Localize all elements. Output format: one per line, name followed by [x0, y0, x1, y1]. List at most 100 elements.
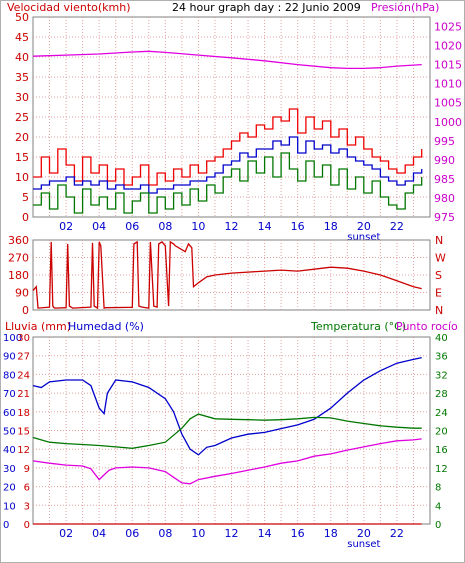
- temperature-tick: 8: [435, 483, 441, 494]
- direction-compass-tick: N: [435, 234, 443, 247]
- humidity-tick: 40: [3, 445, 16, 456]
- x-tick-label: 04: [92, 220, 106, 233]
- pressure-tick: 1000: [434, 116, 462, 129]
- x-tick-label: 12: [225, 220, 239, 233]
- humidity-axis-label: Humedad (%): [68, 320, 144, 333]
- direction-degree-tick: 270: [8, 252, 29, 265]
- direction-degree-tick: 90: [15, 287, 29, 300]
- x-tick-label: 06: [125, 527, 139, 540]
- rain-tick: 30: [17, 333, 30, 344]
- pressure-tick: 975: [434, 211, 455, 224]
- pressure-tick: 1015: [434, 59, 462, 72]
- x-tick-label: 10: [191, 527, 205, 540]
- humidity-tick: 90: [3, 352, 16, 363]
- x-tick-label: 20: [357, 220, 371, 233]
- wind-speed-tick: 5: [22, 191, 29, 204]
- humidity-tick: 70: [3, 389, 16, 400]
- temperature-tick: 4: [435, 501, 441, 512]
- pressure-tick: 985: [434, 173, 455, 186]
- x-tick-label: 04: [92, 527, 106, 540]
- wind-speed-tick: 35: [15, 71, 29, 84]
- wind-speed-tick: 40: [15, 51, 29, 64]
- wind-pressure-ticks: 0510152025303540455097598098599099510001…: [15, 11, 462, 243]
- x-tick-label: 20: [357, 527, 371, 540]
- rain-tick: 18: [17, 408, 30, 419]
- direction-degree-tick: 360: [8, 234, 29, 247]
- wind-pressure-grid: [33, 17, 430, 217]
- wind-speed-tick: 10: [15, 171, 29, 184]
- rain-tick: 12: [17, 445, 30, 456]
- pressure-axis-label: Presión(hPa): [371, 1, 439, 14]
- dewpoint-axis-label: Punto rocío: [396, 320, 458, 333]
- humidity-tick: 60: [3, 408, 16, 419]
- rain-tick: 3: [24, 501, 30, 512]
- wind-speed-tick: 45: [15, 31, 29, 44]
- pressure-tick: 980: [434, 192, 455, 205]
- humidity-tick: 0: [3, 520, 9, 531]
- x-tick-label: 12: [225, 527, 239, 540]
- rain-tick: 9: [24, 464, 30, 475]
- x-tick-label: 02: [59, 220, 73, 233]
- wind-speed-axis-label: Velocidad viento(kmh): [7, 1, 131, 14]
- chart-title: 24 hour graph day : 22 Junio 2009: [172, 1, 361, 14]
- rain-tick: 27: [17, 352, 30, 363]
- temperature-tick: 16: [435, 445, 448, 456]
- temperature-tick: 12: [435, 464, 448, 475]
- pressure-tick: 990: [434, 154, 455, 167]
- rain-tick: 6: [24, 483, 30, 494]
- humidity-tick: 30: [3, 464, 16, 475]
- pressure-tick: 1005: [434, 97, 462, 110]
- rain-tick: 21: [17, 389, 30, 400]
- rain-tick: 15: [17, 427, 30, 438]
- wind-speed-tick: 50: [15, 11, 29, 24]
- wind-pressure-panel: 0510152025303540455097598098599099510001…: [7, 1, 462, 243]
- humidity-tick: 10: [3, 501, 16, 512]
- humidity-tick: 80: [3, 370, 16, 381]
- wind-direction-series: [32, 240, 422, 310]
- temperature-tick: 24: [435, 408, 448, 419]
- x-tick-label: 14: [258, 527, 272, 540]
- rain-humidity-series: [32, 356, 422, 525]
- series-temperatura: [32, 413, 422, 449]
- wind-speed-tick: 30: [15, 91, 29, 104]
- rain-tick: 0: [24, 520, 30, 531]
- x-tick-label: 18: [324, 220, 338, 233]
- temperature-tick: 28: [435, 389, 448, 400]
- rain-humidity-grid: [33, 337, 430, 524]
- wind-speed-tick: 25: [15, 111, 29, 124]
- humidity-tick: 20: [3, 483, 16, 494]
- pressure-tick: 1010: [434, 78, 462, 91]
- direction-compass-tick: N: [435, 304, 443, 317]
- wind-speed-tick: 15: [15, 151, 29, 164]
- wind-speed-tick: 0: [22, 211, 29, 224]
- x-tick-label: 06: [125, 220, 139, 233]
- series-humedad: [32, 356, 422, 456]
- series-punto-roc-o: [32, 438, 422, 485]
- x-tick-label: 16: [291, 220, 305, 233]
- x-tick-label: 08: [158, 220, 172, 233]
- x-tick-label: 22: [390, 220, 404, 233]
- pressure-tick: 1025: [434, 21, 462, 34]
- x-tick-label: 10: [191, 220, 205, 233]
- direction-compass-tick: S: [435, 269, 442, 282]
- temperature-axis-label: Temperatura (°C): [310, 320, 406, 333]
- series-presi-n: [32, 50, 422, 70]
- direction-degree-tick: 0: [22, 304, 29, 317]
- humidity-tick: 50: [3, 427, 16, 438]
- sunset-label: sunset: [347, 232, 380, 243]
- pressure-tick: 1020: [434, 40, 462, 53]
- wind-speed-tick: 20: [15, 131, 29, 144]
- pressure-tick: 995: [434, 135, 455, 148]
- direction-compass-tick: W: [435, 252, 446, 265]
- x-tick-label: 08: [158, 527, 172, 540]
- rain-tick: 24: [17, 370, 30, 381]
- x-tick-label: 18: [324, 527, 338, 540]
- x-tick-label: 14: [258, 220, 272, 233]
- temperature-tick: 36: [435, 352, 448, 363]
- humidity-tick: 100: [3, 333, 22, 344]
- x-tick-label: 02: [59, 527, 73, 540]
- direction-degree-tick: 180: [8, 269, 29, 282]
